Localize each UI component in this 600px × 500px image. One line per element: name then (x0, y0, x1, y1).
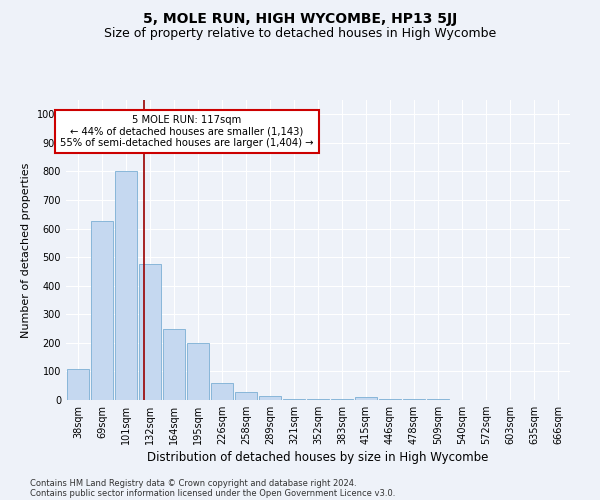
Text: Contains public sector information licensed under the Open Government Licence v3: Contains public sector information licen… (30, 488, 395, 498)
Text: Size of property relative to detached houses in High Wycombe: Size of property relative to detached ho… (104, 28, 496, 40)
Bar (211, 383, 233, 400)
Bar (163, 328, 185, 400)
Bar (283, 398, 305, 400)
Bar (67, 368, 89, 400)
Bar (235, 392, 257, 400)
Bar (307, 398, 329, 400)
X-axis label: Distribution of detached houses by size in High Wycombe: Distribution of detached houses by size … (148, 452, 488, 464)
Text: 5, MOLE RUN, HIGH WYCOMBE, HP13 5JJ: 5, MOLE RUN, HIGH WYCOMBE, HP13 5JJ (143, 12, 457, 26)
Bar (355, 397, 377, 400)
Bar (331, 398, 353, 400)
Y-axis label: Number of detached properties: Number of detached properties (21, 162, 31, 338)
Bar (139, 264, 161, 400)
Text: Contains HM Land Registry data © Crown copyright and database right 2024.: Contains HM Land Registry data © Crown c… (30, 478, 356, 488)
Bar (91, 222, 113, 400)
Bar (259, 396, 281, 400)
Bar (115, 172, 137, 400)
Bar (379, 399, 401, 400)
Text: 5 MOLE RUN: 117sqm
← 44% of detached houses are smaller (1,143)
55% of semi-deta: 5 MOLE RUN: 117sqm ← 44% of detached hou… (60, 115, 314, 148)
Bar (187, 343, 209, 400)
